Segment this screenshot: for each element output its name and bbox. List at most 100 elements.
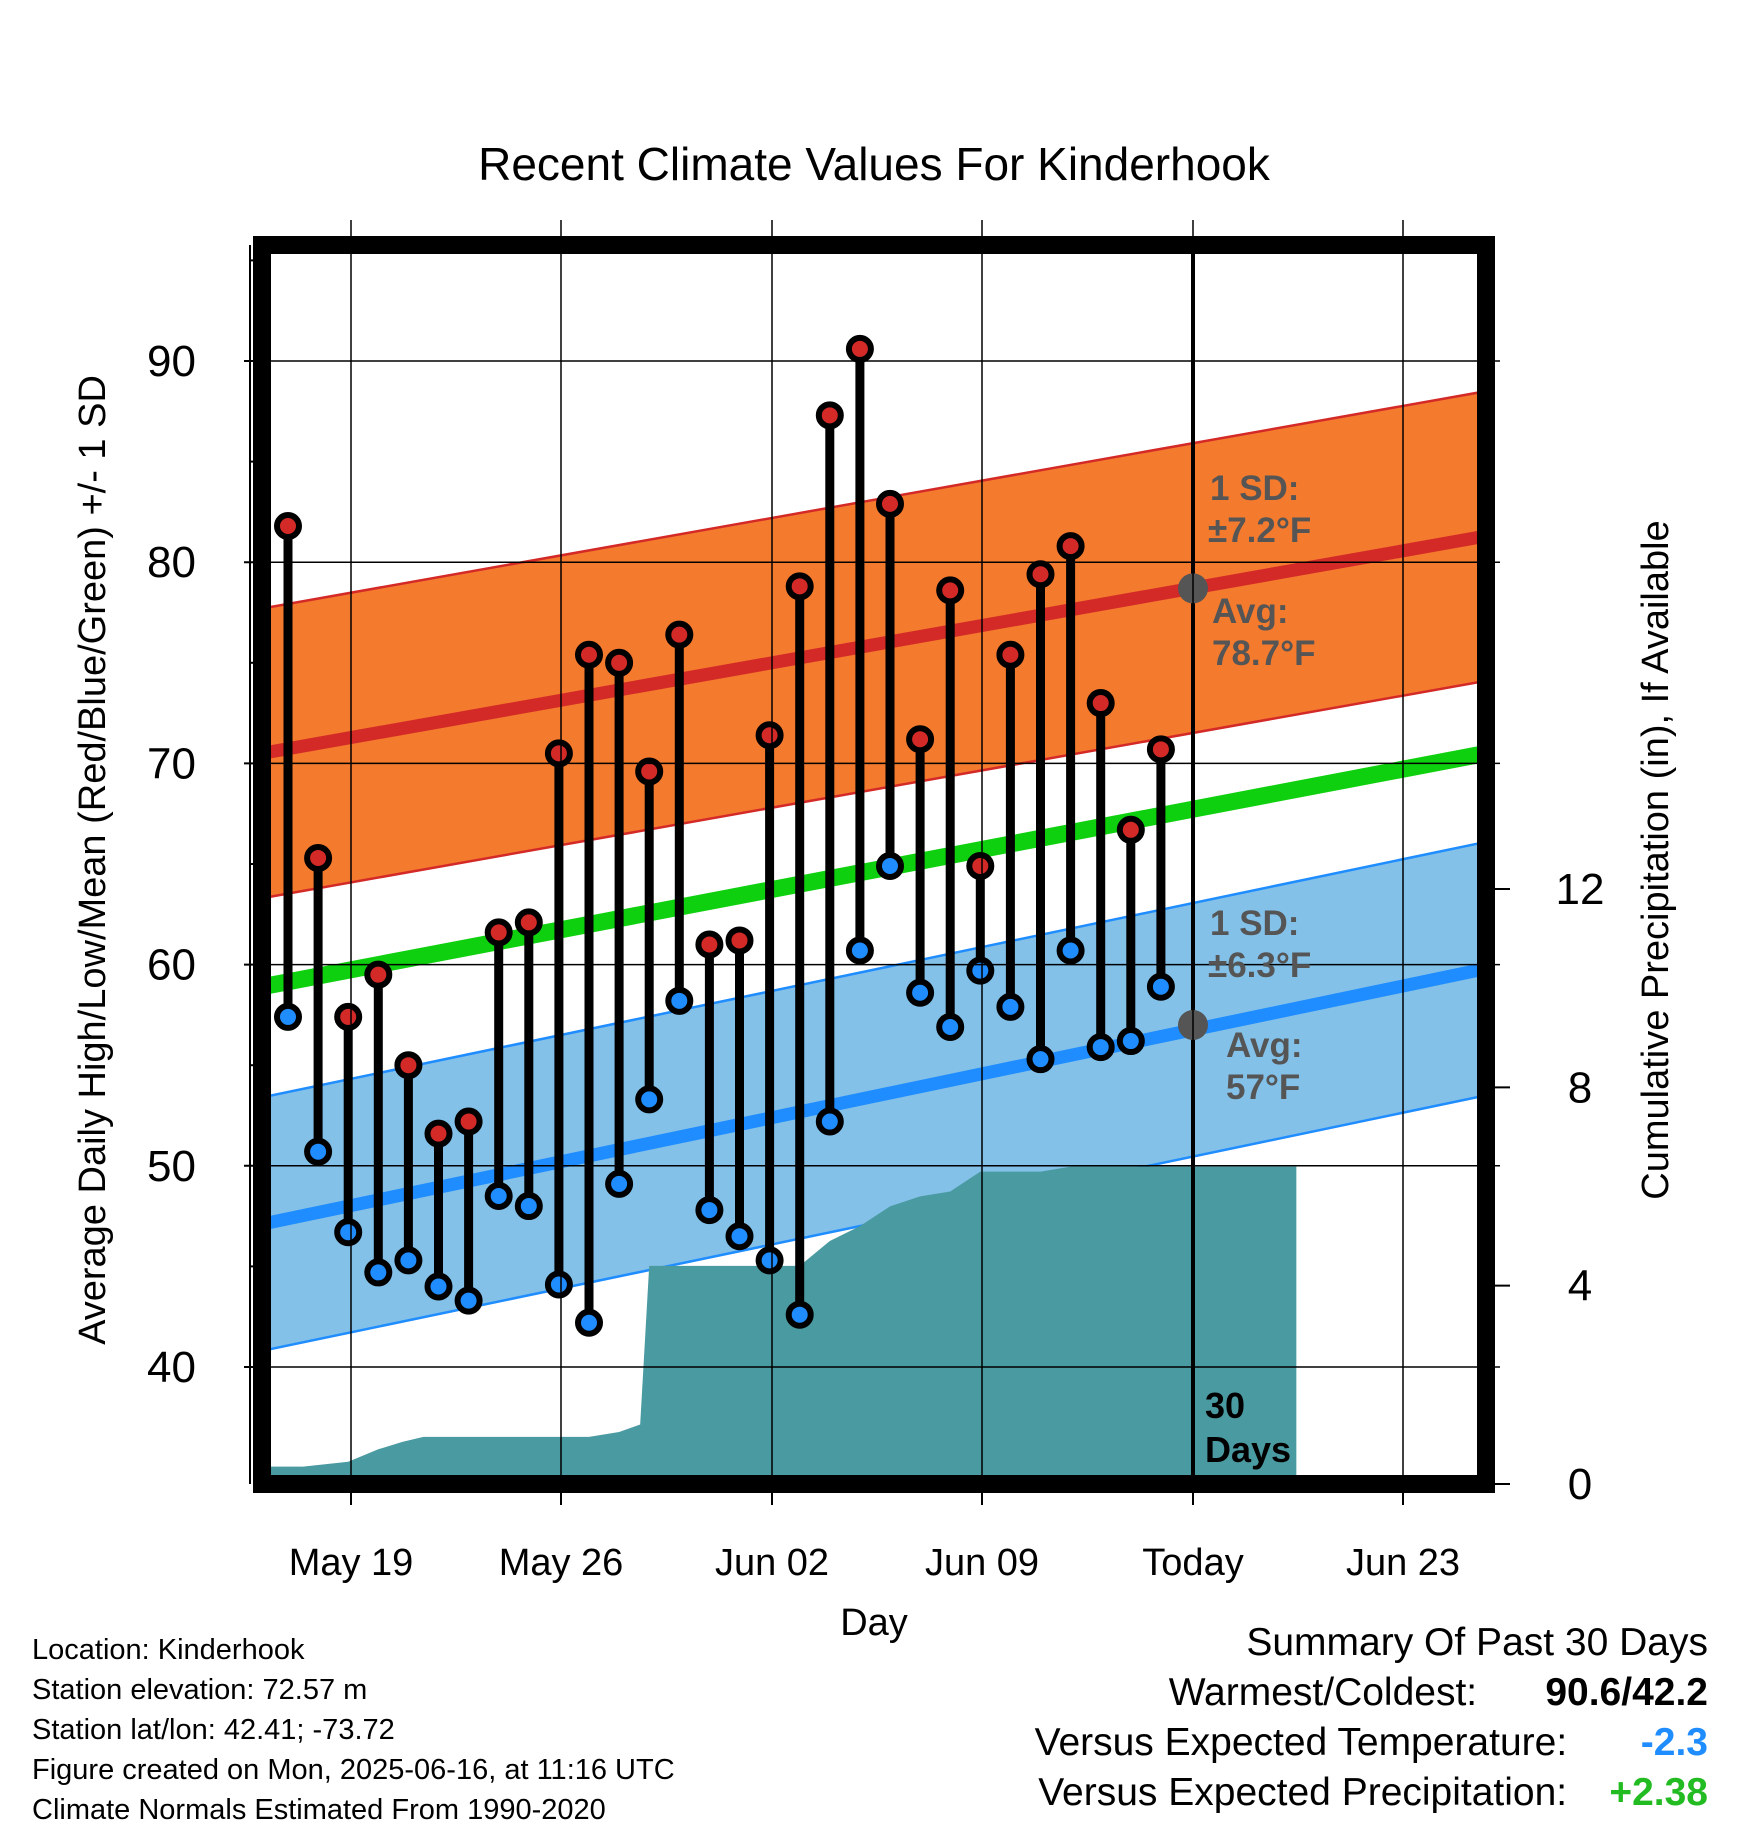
daily-low-point — [575, 1308, 603, 1337]
y-tick-label: 40 — [147, 1343, 196, 1392]
daily-low-point — [484, 1181, 513, 1210]
low-avg-title: Avg: — [1226, 1026, 1302, 1065]
daily-low-point — [996, 992, 1025, 1021]
daily-low-point — [1056, 936, 1085, 965]
daily-high-point — [906, 725, 935, 754]
daily-low-point — [695, 1196, 724, 1225]
daily-high-point — [1146, 735, 1175, 764]
daily-high-point — [1086, 689, 1115, 718]
precip-label: Versus Expected Precipitation: — [1038, 1771, 1568, 1814]
daily-high-point — [1026, 560, 1055, 589]
high-avg-title: Avg: — [1212, 592, 1288, 631]
daily-high-point — [484, 918, 513, 947]
daily-high-point — [1056, 532, 1085, 561]
low-sd-title: 1 SD: — [1210, 904, 1299, 943]
y-tick-label: 80 — [147, 538, 196, 587]
daily-high-point — [996, 640, 1025, 669]
daily-high-point — [605, 648, 634, 677]
daily-low-point — [876, 852, 904, 881]
daily-high-point — [424, 1119, 453, 1148]
elevation-text: Station elevation: 72.57 m — [32, 1674, 368, 1706]
window-label-text: Days — [1205, 1429, 1291, 1470]
summary-temp-row: Versus Expected Temperature: -2.3 — [1035, 1718, 1708, 1768]
daily-low-point — [785, 1300, 814, 1329]
daily-high-point — [785, 572, 814, 601]
daily-low-point — [845, 936, 874, 965]
daily-low-point — [334, 1218, 363, 1247]
daily-high-point — [394, 1051, 423, 1080]
y2-axis-label: Cumulative Precipitation (in), If Availa… — [1635, 520, 1677, 1199]
x-tick-label: May 19 — [289, 1542, 414, 1584]
daily-low-point — [1116, 1027, 1145, 1056]
warmest-label: Warmest/Coldest: — [1168, 1671, 1478, 1714]
low-avg-value: 57°F — [1226, 1068, 1300, 1107]
daily-high-point — [936, 576, 965, 605]
daily-high-point — [635, 757, 664, 786]
station-info: Location: Kinderhook Station elevation: … — [32, 1630, 675, 1830]
mean-normal-line — [262, 744, 1486, 996]
warmest-value: 90.6/42.2 — [1545, 1671, 1708, 1714]
y2-tick-label: 8 — [1568, 1063, 1592, 1112]
y2-tick-label: 4 — [1568, 1262, 1592, 1311]
daily-low-point — [454, 1286, 483, 1315]
daily-low-point — [394, 1246, 423, 1275]
daily-low-point — [966, 956, 995, 985]
daily-high-point — [725, 926, 754, 955]
daily-high-point — [665, 620, 694, 649]
daily-low-point — [665, 986, 694, 1015]
daily-high-point — [695, 930, 724, 959]
y2-tick-label: 12 — [1556, 865, 1605, 914]
precip-area — [262, 1166, 1297, 1484]
low-sd-value: ±6.3°F — [1208, 946, 1311, 985]
location-text: Location: Kinderhook — [32, 1634, 305, 1666]
daily-high-point — [334, 1002, 363, 1031]
y-tick-label: 50 — [147, 1142, 196, 1191]
summary-panel: Summary Of Past 30 Days Warmest/Coldest:… — [1035, 1618, 1708, 1818]
high-avg-value: 78.7°F — [1212, 634, 1316, 673]
x-tick-label: Jun 02 — [715, 1542, 829, 1584]
summary-precip-row: Versus Expected Precipitation: +2.38 — [1035, 1768, 1708, 1818]
daily-low-point — [364, 1258, 393, 1287]
chart-title: Recent Climate Values For Kinderhook — [478, 138, 1271, 190]
high-normal-line — [262, 529, 1486, 760]
daily-low-point — [755, 1246, 784, 1275]
daily-low-point — [936, 1012, 965, 1041]
y-tick-label: 60 — [147, 941, 196, 990]
y-axis-label: Average Daily High/Low/Mean (Red/Blue/Gr… — [72, 375, 114, 1345]
daily-low-point — [544, 1270, 573, 1299]
daily-high-point — [514, 908, 543, 937]
x-tick-label: May 26 — [499, 1542, 624, 1584]
daily-low-point — [815, 1107, 844, 1136]
daily-high-point — [966, 852, 995, 881]
normals-text: Climate Normals Estimated From 1990-2020 — [32, 1794, 606, 1826]
daily-high-point — [544, 739, 573, 768]
summary-title: Summary Of Past 30 Days — [1246, 1621, 1708, 1664]
daily-low-point — [514, 1192, 543, 1221]
y-tick-label: 90 — [147, 337, 196, 386]
daily-high-point — [274, 511, 302, 540]
daily-low-point — [906, 978, 935, 1007]
latlon-text: Station lat/lon: 42.41; -73.72 — [32, 1714, 395, 1746]
summary-warmest-row: Warmest/Coldest: 90.6/42.2 — [1035, 1668, 1708, 1718]
x-tick-label: Jun 23 — [1346, 1542, 1460, 1584]
precip-value: +2.38 — [1609, 1771, 1708, 1814]
daily-low-point — [274, 1002, 302, 1031]
daily-high-point — [304, 843, 333, 872]
temp-value: -2.3 — [1640, 1721, 1708, 1764]
x-tick-label: Jun 09 — [925, 1542, 1039, 1584]
daily-high-point — [755, 721, 784, 750]
daily-low-point — [635, 1085, 664, 1114]
daily-low-point — [725, 1222, 754, 1251]
y2-tick-label: 0 — [1568, 1460, 1592, 1509]
x-tick-label: Today — [1142, 1542, 1243, 1584]
window-label-number: 30 — [1205, 1385, 1245, 1426]
daily-high-point — [575, 640, 603, 669]
x-axis-label: Day — [840, 1602, 908, 1644]
temp-label: Versus Expected Temperature: — [1034, 1721, 1568, 1764]
daily-high-point — [364, 960, 393, 989]
daily-low-point — [424, 1272, 453, 1301]
daily-high-point — [815, 401, 844, 430]
daily-high-point — [1116, 815, 1145, 844]
daily-low-point — [1086, 1033, 1115, 1062]
y-tick-label: 70 — [147, 739, 196, 788]
